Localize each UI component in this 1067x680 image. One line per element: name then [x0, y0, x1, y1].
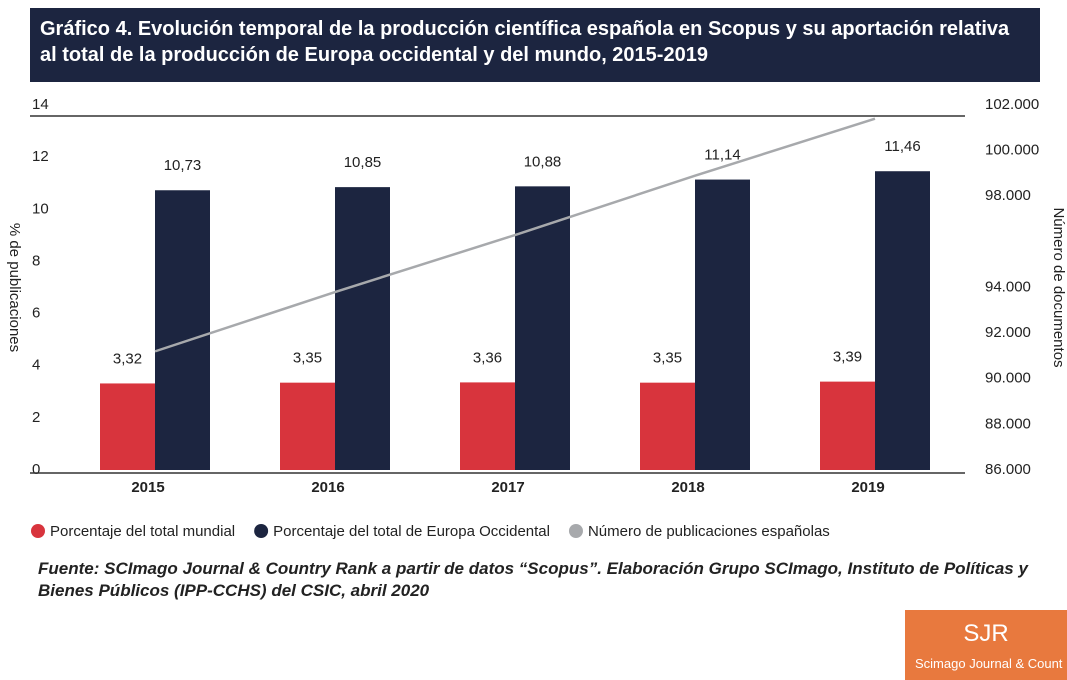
bar	[335, 187, 390, 470]
badge-subtitle: Scimago Journal & Count	[915, 656, 1063, 671]
y-tick-label: 4	[32, 357, 40, 374]
data-label: 10,73	[164, 157, 202, 174]
line-series	[154, 117, 876, 353]
legend-swatch	[568, 524, 583, 538]
x-tick-label: 2015	[131, 479, 164, 496]
badge-title: SJR	[963, 620, 1009, 647]
data-label: 10,85	[344, 154, 382, 171]
bar	[460, 382, 515, 470]
data-label: 3,35	[653, 350, 682, 367]
bar	[640, 382, 695, 470]
y2-tick-label: 92.000	[985, 324, 1031, 341]
bar	[280, 382, 335, 470]
data-label: 3,32	[113, 350, 142, 367]
data-label: 3,35	[293, 350, 322, 367]
legend-label: Porcentaje del total mundial	[50, 523, 235, 540]
bar	[515, 186, 570, 471]
y2-tick-label: 100.000	[985, 142, 1039, 159]
y2-tick-label: 88.000	[985, 415, 1031, 432]
chart-title: Gráfico 4. Evolución temporal de la prod…	[30, 8, 1040, 82]
y2-tick-label: 90.000	[985, 370, 1031, 387]
data-label: 11,14	[704, 147, 740, 164]
y-tick-label: 6	[32, 305, 40, 322]
y2-tick-label: 86.000	[985, 461, 1031, 478]
bar	[820, 381, 875, 470]
y2-tick-label: 98.000	[985, 187, 1031, 204]
x-tick-label: 2017	[491, 479, 524, 496]
bar	[155, 190, 210, 470]
legend-swatch	[254, 524, 269, 538]
y2-tick-label: 102.000	[985, 96, 1039, 113]
y2-tick-label: 94.000	[985, 278, 1031, 295]
bar	[100, 383, 155, 470]
x-tick-label: 2019	[851, 479, 884, 496]
legend-label: Número de publicaciones españolas	[588, 523, 830, 540]
y-tick-label: 2	[32, 409, 40, 426]
y-tick-label: 10	[32, 200, 49, 217]
data-label: 3,39	[833, 349, 862, 366]
source-note: Fuente: SCImago Journal & Country Rank a…	[38, 559, 1028, 600]
y-tick-label: 8	[32, 252, 40, 269]
badge: SJR Scimago Journal & Count	[905, 610, 1067, 680]
y2-axis-label: Número de documentos	[1050, 207, 1067, 367]
legend-swatch	[31, 524, 45, 538]
y-axis-label: % de publicaciones	[6, 223, 23, 352]
y-tick-label: 0	[32, 461, 40, 478]
y-tick-label: 14	[32, 96, 49, 113]
x-tick-label: 2016	[311, 479, 344, 496]
x-tick-label: 2018	[671, 479, 704, 496]
chart: 0 2 4 6 8 10 12 14 86.000 88.000 90.000 92.000 94.00…	[6, 96, 1067, 540]
bar	[875, 171, 930, 470]
legend-label: Porcentaje del total de Europa Occidenta…	[273, 523, 550, 540]
data-label: 10,88	[524, 153, 562, 170]
y-tick-label: 12	[32, 148, 49, 165]
bar	[695, 179, 750, 471]
data-label: 3,36	[473, 349, 502, 366]
data-label: 11,46	[884, 138, 920, 155]
